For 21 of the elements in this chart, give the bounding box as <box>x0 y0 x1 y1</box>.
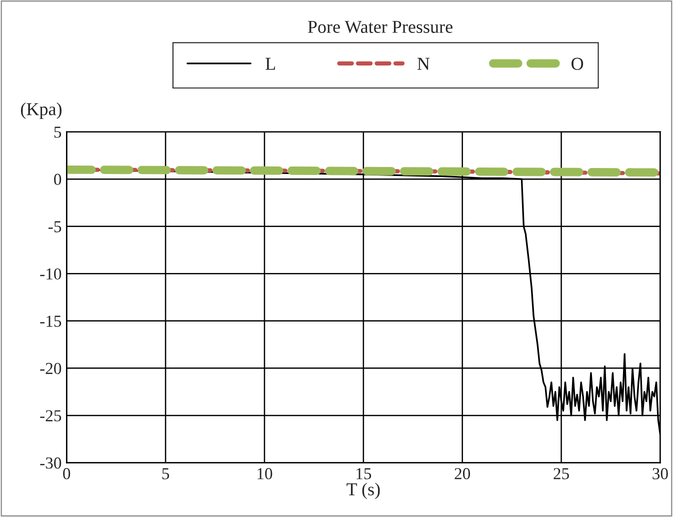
x-tick-label: 20 <box>454 468 470 480</box>
x-tick-label: 25 <box>554 468 569 480</box>
y-tick-label: -30 <box>40 457 62 469</box>
legend-label: O <box>572 58 584 70</box>
y-tick-label: -15 <box>40 316 62 327</box>
x-tick-label: 5 <box>162 468 170 480</box>
chart-title: Pore Water Pressure <box>308 20 452 34</box>
x-tick-label: 10 <box>258 468 272 480</box>
x-tick-label: 0 <box>63 468 70 480</box>
y-tick-label: -20 <box>40 362 62 374</box>
x-tick-label: 15 <box>356 468 372 480</box>
y-tick-label: -25 <box>40 410 62 422</box>
y-tick-label: -10 <box>40 268 62 280</box>
y-tick-label: 0 <box>54 174 62 186</box>
x-tick-label: 30 <box>652 468 668 480</box>
y-tick-label: -5 <box>48 221 62 232</box>
legend-label: L <box>266 58 276 70</box>
x-axis-title: T (s) <box>346 482 380 500</box>
y-axis-title: (Kpa) <box>20 102 62 119</box>
y-tick-label: 5 <box>54 126 62 138</box>
legend-label: N <box>417 58 430 70</box>
